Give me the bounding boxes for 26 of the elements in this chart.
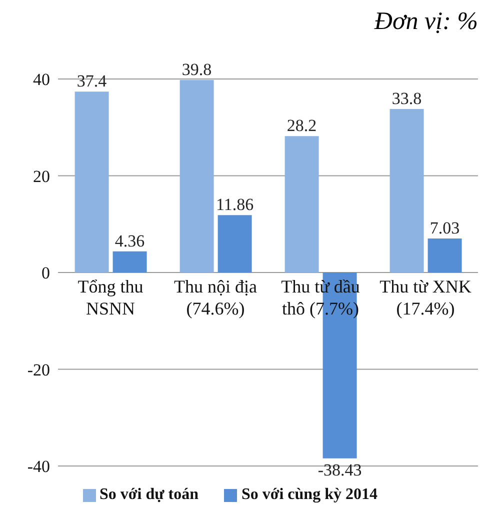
y-tick-label: 40 xyxy=(33,70,50,90)
bar xyxy=(180,80,214,272)
x-tick-label: Thu nội địa (74.6%) xyxy=(174,276,257,318)
x-tick-label: Tổng thu NSNN xyxy=(78,276,144,318)
bar xyxy=(284,136,319,272)
y-tick-label: 20 xyxy=(33,166,50,186)
text: Đơn vị: % xyxy=(374,8,478,35)
bar xyxy=(112,251,147,272)
legend-label: So với cùng kỳ 2014 xyxy=(241,486,378,503)
data-label: 28.2 xyxy=(286,116,317,136)
legend-label: So với dự toán xyxy=(100,486,198,503)
bar xyxy=(74,92,109,272)
data-label: -38.43 xyxy=(318,460,362,480)
data-label: 39.8 xyxy=(182,60,212,79)
y-tick-label: -20 xyxy=(27,360,50,380)
data-label: 11.86 xyxy=(216,195,254,214)
bar xyxy=(428,238,462,272)
data-label: 33.8 xyxy=(392,88,422,108)
x-tick-label: Thu từ XNK (17.4%) xyxy=(380,276,472,318)
data-label: 7.03 xyxy=(430,218,460,238)
data-label: 37.4 xyxy=(76,72,108,91)
data-label: 4.36 xyxy=(114,231,145,250)
y-tick-label: 0 xyxy=(42,264,50,283)
y-tick-label: -40 xyxy=(27,457,50,476)
bar xyxy=(390,108,424,272)
bar xyxy=(218,215,252,272)
